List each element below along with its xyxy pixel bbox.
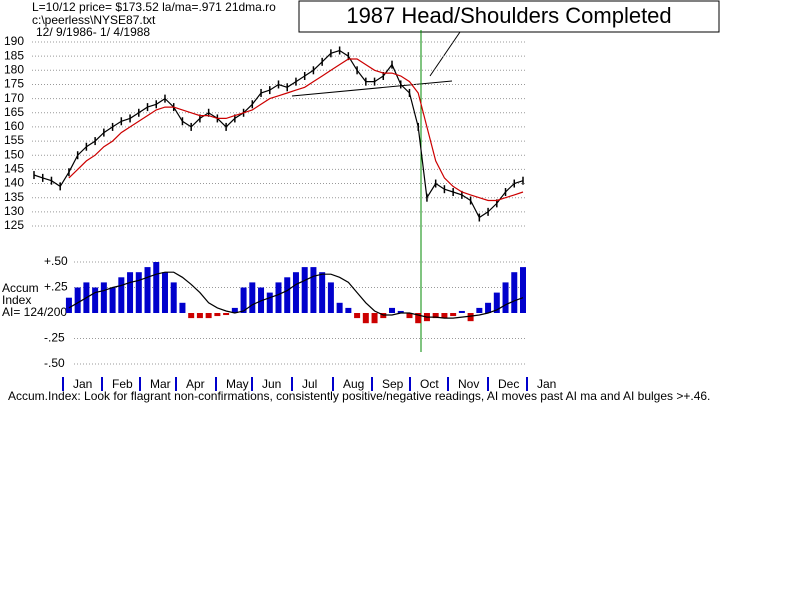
y-tick-label: 140 — [4, 176, 24, 190]
y-tick-label: 175 — [4, 77, 24, 91]
accum-bar — [319, 272, 326, 313]
y-tick-label: 170 — [4, 91, 24, 105]
accum-bar — [485, 302, 492, 313]
x-tick-label: Oct — [420, 377, 439, 391]
y-tick-label: 130 — [4, 204, 24, 218]
x-tick-label: Feb — [112, 377, 133, 391]
accum-bar — [65, 297, 72, 313]
accum-bar — [467, 313, 474, 322]
accum-bar — [284, 277, 291, 313]
y-tick-label: 150 — [4, 147, 24, 161]
accum-bar — [74, 287, 81, 313]
accum-bar — [223, 313, 230, 316]
accum-bar — [371, 313, 378, 324]
x-tick-label: Jan — [537, 377, 556, 391]
x-tick-label: Jul — [302, 377, 317, 391]
accum-label: Accum — [2, 281, 39, 295]
x-tick-label: Dec — [498, 377, 519, 391]
accum-bar — [214, 313, 221, 317]
accum-bar — [179, 302, 186, 313]
accum-bar — [127, 272, 134, 313]
y-tick-label: 165 — [4, 105, 24, 119]
y-tick-label: 185 — [4, 48, 24, 62]
accum-bar — [275, 282, 282, 313]
y-tick-label: 135 — [4, 190, 24, 204]
accum-bar — [476, 307, 483, 313]
accum-bar — [196, 313, 203, 319]
y-tick-label: +.50 — [44, 254, 68, 268]
accum-bar — [109, 287, 116, 313]
accum-bar — [406, 313, 413, 319]
accum-bar — [292, 272, 299, 313]
annotation: 1987 Head/Shoulders Completed — [346, 3, 671, 28]
x-tick-label: Jan — [73, 377, 92, 391]
accum-bar — [118, 277, 125, 313]
annotation-box — [298, 0, 720, 33]
accum-bar — [362, 313, 369, 324]
y-tick-label: 180 — [4, 62, 24, 76]
accum-bar — [240, 287, 247, 313]
accum-bar — [502, 282, 509, 313]
accum-bar — [135, 272, 142, 313]
footer: Accum.Index: Look for flagrant non-confi… — [8, 389, 710, 403]
accum-bar — [249, 282, 256, 313]
header-line: L=10/12 price= $173.52 la/ma=.971 21dma.… — [32, 0, 276, 14]
y-tick-label: -.50 — [44, 356, 65, 370]
x-tick-label: Aug — [343, 377, 364, 391]
accum-ma-line — [68, 271, 524, 319]
accum-bar — [188, 313, 195, 319]
accum-bar — [397, 310, 404, 313]
price-line — [33, 49, 524, 219]
accum-bar — [458, 310, 465, 313]
accum-bar — [100, 282, 107, 313]
y-tick-label: 160 — [4, 119, 24, 133]
y-tick-label: 155 — [4, 133, 24, 147]
accum-bar — [432, 313, 439, 319]
accum-bar — [301, 267, 308, 313]
accum-bar — [345, 307, 352, 313]
accum-bar — [170, 282, 177, 313]
accum-bar — [92, 287, 99, 313]
accum-bar — [450, 313, 457, 317]
y-tick-label: -.25 — [44, 331, 65, 345]
y-tick-label: 125 — [4, 218, 24, 232]
accum-bar — [336, 302, 343, 313]
neckline — [291, 80, 453, 97]
accum-bar — [231, 307, 238, 313]
accum-label: Index — [2, 293, 31, 307]
accum-bar — [327, 282, 334, 313]
x-tick-label: Nov — [458, 377, 479, 391]
accum-bar — [511, 272, 518, 313]
x-tick-label: May — [226, 377, 249, 391]
x-tick-label: Jun — [262, 377, 281, 391]
accum-bar — [153, 262, 160, 313]
accum-bar — [205, 313, 212, 319]
accum-bar — [354, 313, 361, 319]
accum-bar — [415, 313, 422, 324]
header-line: 12/ 9/1986- 1/ 4/1988 — [36, 25, 150, 39]
ma-line — [68, 58, 524, 202]
accum-bar — [389, 307, 396, 313]
accum-bar — [520, 267, 526, 313]
x-tick-label: Apr — [186, 377, 205, 391]
y-tick-label: 190 — [4, 34, 24, 48]
accum-label: AI= 124/200 — [2, 305, 67, 319]
annotation-pointer — [429, 31, 461, 77]
accum-bar — [310, 267, 317, 313]
accum-bar — [266, 292, 273, 313]
accum-bar — [493, 292, 500, 313]
x-tick-label: Mar — [150, 377, 171, 391]
header-line: c:\peerless\NYSE87.txt — [32, 13, 156, 27]
accum-bar — [441, 313, 448, 319]
y-tick-label: 145 — [4, 162, 24, 176]
y-tick-label: +.25 — [44, 280, 68, 294]
x-tick-label: Sep — [382, 377, 404, 391]
accum-bar — [144, 267, 151, 313]
accum-bar — [161, 272, 168, 313]
